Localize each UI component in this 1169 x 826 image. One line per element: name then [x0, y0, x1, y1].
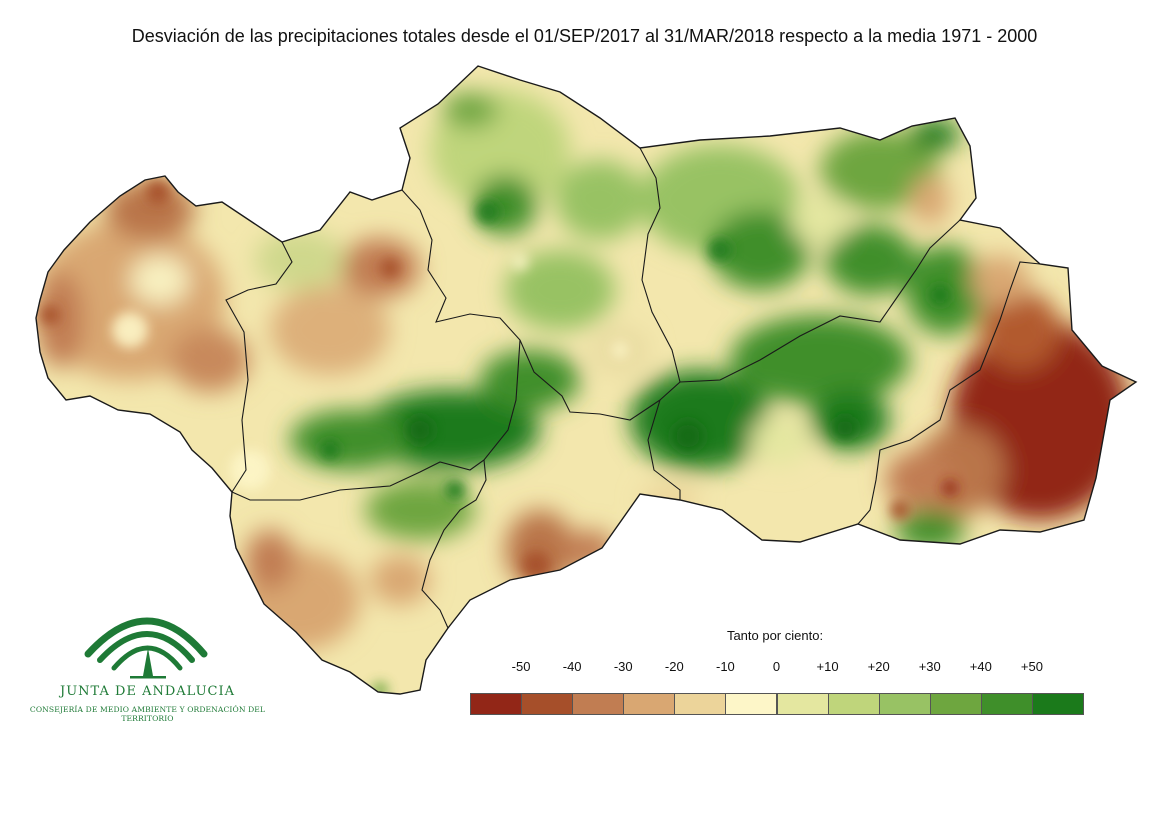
precipitation-field: [36, 66, 1136, 694]
legend-swatch: [1031, 693, 1084, 715]
logo-subtitle: CONSEJERÍA DE MEDIO AMBIENTE Y ORDENACIÓ…: [29, 705, 266, 723]
legend-tick-label: -40: [562, 659, 582, 674]
legend-swatch: [776, 693, 829, 715]
legend-tick-label: +30: [918, 659, 941, 674]
legend-swatch: [929, 693, 982, 715]
legend-swatch: [623, 693, 676, 715]
province-boundaries: [225, 147, 1041, 629]
legend-tick-label: 0: [772, 659, 781, 674]
map-title: Desviación de las precipitaciones totale…: [131, 26, 1038, 46]
legend-tick-label: +10: [816, 659, 839, 674]
legend-tick-label: +20: [867, 659, 890, 674]
legend-swatch: [521, 693, 574, 715]
logo-name: JUNTA DE ANDALUCIA: [60, 684, 235, 699]
junta-andalucia-logo: [84, 617, 208, 679]
legend-tick-label: -30: [613, 659, 633, 674]
legend-tick-label: -20: [664, 659, 684, 674]
legend-swatch: [827, 693, 880, 715]
legend-title: Tanto por ciento:: [726, 628, 824, 643]
legend-tick-label: -10: [716, 659, 735, 674]
legend-tick-label: +50: [1020, 659, 1043, 674]
legend-swatch: [470, 693, 523, 715]
legend-swatch: [572, 693, 625, 715]
legend-tick-label: -50: [511, 659, 531, 674]
legend-swatch: [980, 693, 1033, 715]
legend-swatch: [674, 693, 727, 715]
legend-tick-label: +40: [969, 659, 992, 674]
legend-swatch: [725, 693, 778, 715]
legend-swatch: [878, 693, 931, 715]
